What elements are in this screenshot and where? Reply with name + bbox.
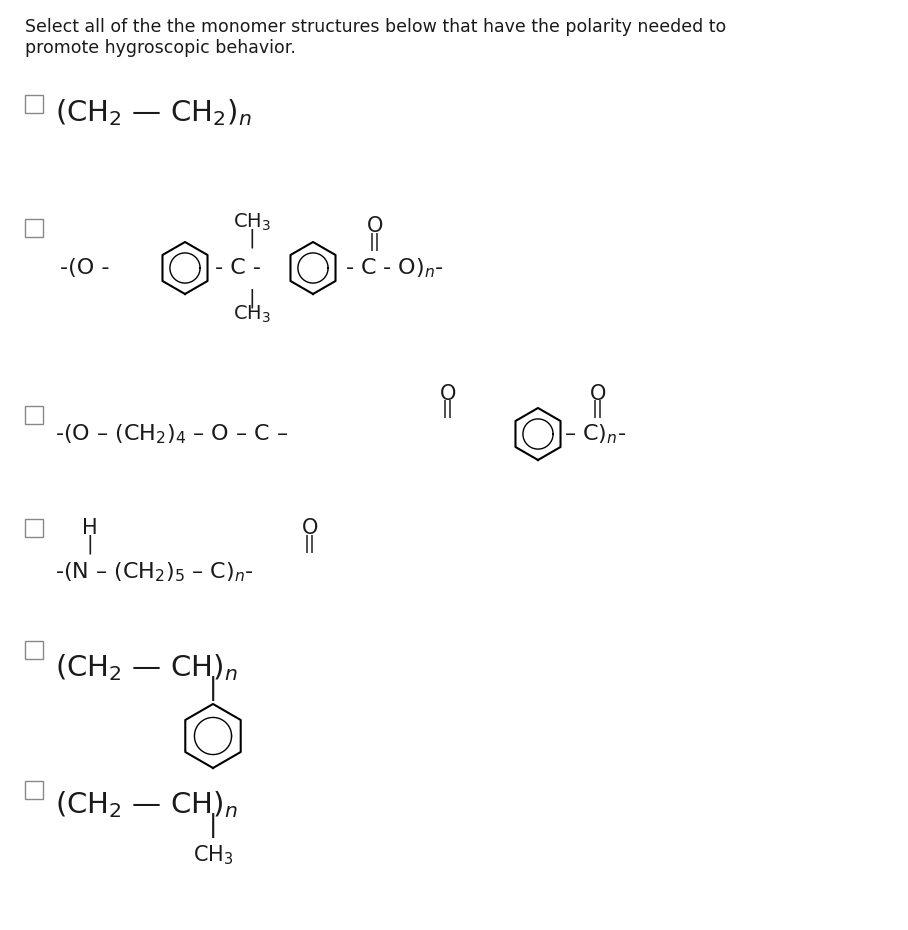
Text: ||: ||: [592, 400, 604, 418]
Text: |: |: [209, 675, 217, 700]
Text: -(O -: -(O -: [60, 258, 110, 278]
Text: -(O – (CH$_2$)$_4$ – O – C –: -(O – (CH$_2$)$_4$ – O – C –: [55, 422, 289, 445]
Text: ||: ||: [304, 535, 316, 553]
FancyBboxPatch shape: [25, 406, 43, 424]
Text: - C -: - C -: [215, 258, 261, 278]
Text: (CH$_2$ — CH$_2$)$_n$: (CH$_2$ — CH$_2$)$_n$: [55, 98, 252, 128]
Text: O: O: [590, 384, 607, 404]
Text: O: O: [367, 216, 383, 236]
Text: ||: ||: [442, 400, 454, 418]
Text: – C)$_n$-: – C)$_n$-: [564, 422, 627, 445]
Text: CH$_3$: CH$_3$: [192, 844, 233, 867]
Text: ||: ||: [369, 233, 381, 251]
Text: -(N – (CH$_2$)$_5$ – C)$_n$-: -(N – (CH$_2$)$_5$ – C)$_n$-: [55, 560, 254, 584]
FancyBboxPatch shape: [25, 219, 43, 237]
FancyBboxPatch shape: [25, 519, 43, 537]
Text: (CH$_2$ — CH)$_n$: (CH$_2$ — CH)$_n$: [55, 790, 238, 820]
Text: |: |: [209, 813, 217, 838]
Text: - C - O)$_n$-: - C - O)$_n$-: [345, 256, 444, 280]
Text: O: O: [301, 518, 318, 538]
Text: H: H: [83, 518, 98, 538]
FancyBboxPatch shape: [25, 95, 43, 113]
Text: |: |: [249, 228, 255, 247]
Text: (CH$_2$ — CH)$_n$: (CH$_2$ — CH)$_n$: [55, 653, 238, 684]
FancyBboxPatch shape: [25, 641, 43, 659]
FancyBboxPatch shape: [25, 781, 43, 799]
Text: CH$_3$: CH$_3$: [233, 211, 271, 232]
Text: CH$_3$: CH$_3$: [233, 303, 271, 325]
Text: |: |: [86, 534, 94, 553]
Text: O: O: [439, 384, 456, 404]
Text: |: |: [249, 288, 255, 308]
Text: Select all of the the monomer structures below that have the polarity needed to
: Select all of the the monomer structures…: [25, 18, 726, 57]
